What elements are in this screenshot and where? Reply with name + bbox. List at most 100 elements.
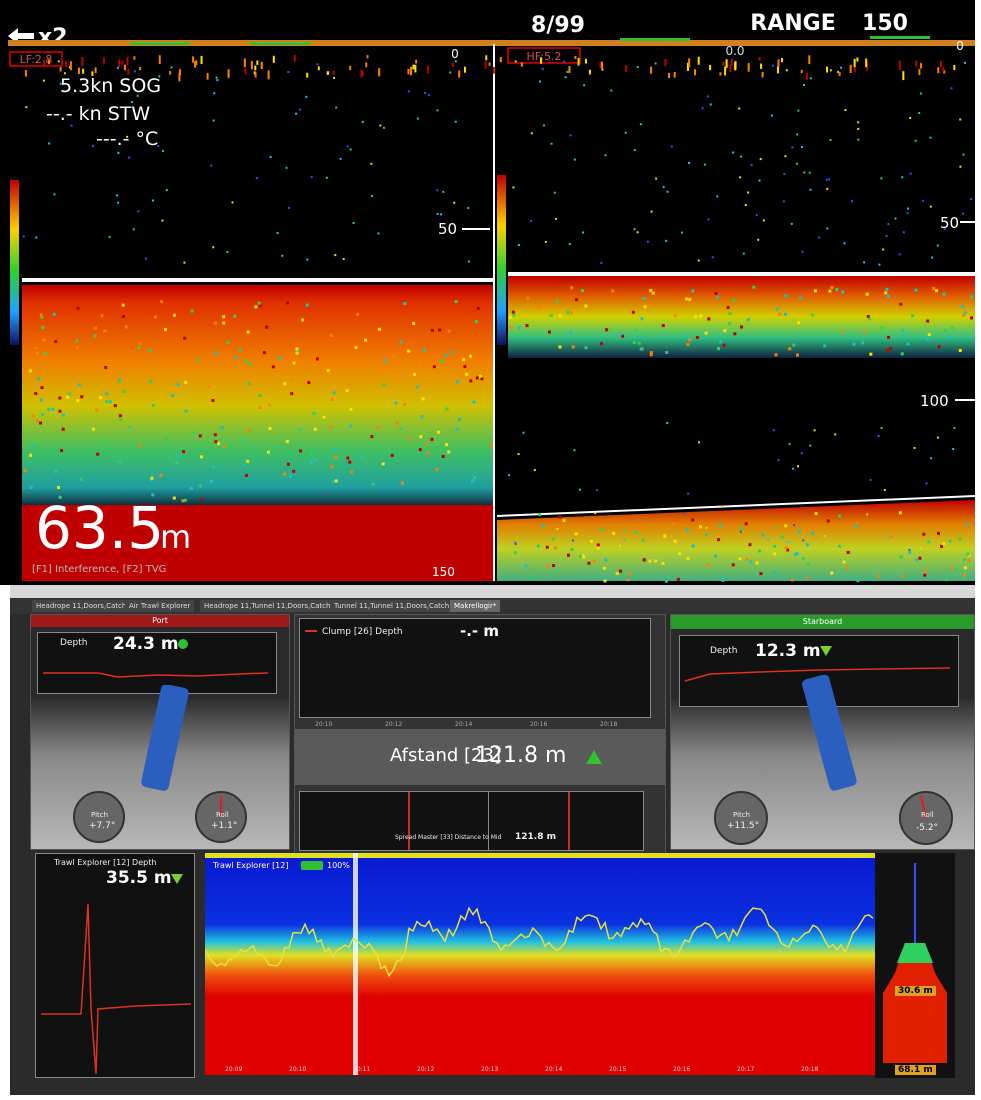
echo-speckle [572, 345, 575, 348]
surface-echo [865, 59, 867, 68]
echo-speckle [372, 483, 375, 486]
echo-speckle [719, 340, 722, 343]
surface-echo [25, 70, 27, 77]
trawl-door-model [121, 685, 211, 795]
echo-speckle [78, 383, 81, 386]
echo-speckle [289, 475, 292, 478]
surface-echo [826, 67, 828, 73]
echo-speckle [930, 457, 932, 459]
echo-speckle [268, 403, 271, 406]
echo-speckle [723, 344, 726, 347]
tab[interactable]: Makrellogir* [450, 600, 500, 612]
echo-speckle [287, 71, 289, 73]
surface-echo [65, 61, 67, 67]
echo-speckle [575, 532, 578, 535]
time-label: 20:17 [737, 1066, 754, 1073]
echo-speckle [915, 140, 917, 142]
echo-speckle [845, 566, 848, 569]
echo-speckle [785, 547, 788, 550]
echo-speckle [114, 404, 117, 407]
surface-echo [244, 58, 246, 67]
echo-speckle [70, 125, 72, 127]
echo-layer [508, 276, 975, 358]
echo-speckle [925, 482, 927, 484]
echo-speckle [290, 392, 293, 395]
echo-speckle [666, 422, 668, 424]
echo-speckle [579, 489, 581, 491]
echo-speckle [207, 385, 210, 388]
echo-speckle [784, 313, 787, 316]
tab[interactable]: Headrope 11,Tunnel 11,Doors,Catch [200, 600, 334, 612]
echo-speckle [878, 264, 880, 266]
time-label: 20:09 [225, 1066, 242, 1073]
echo-speckle [652, 292, 655, 295]
pitch-value: +11.5° [727, 821, 759, 831]
echo-speckle [814, 289, 817, 292]
echo-speckle [191, 309, 194, 312]
surface-echo [777, 66, 779, 73]
trawl-door [801, 675, 858, 792]
depth-readout: 63.5 [35, 494, 164, 562]
echo-speckle [105, 400, 108, 403]
echo-speckle [696, 336, 699, 339]
echo-speckle [214, 440, 217, 443]
echo-speckle [525, 324, 528, 327]
echo-speckle [950, 87, 952, 89]
echo-speckle [962, 213, 964, 215]
echo-speckle [811, 314, 814, 317]
echo-speckle [774, 353, 777, 356]
echo-speckle [419, 448, 422, 451]
echo-speckle [760, 158, 762, 160]
port-panel: Port Depth 24.3 m Pitch +7.7° Roll +1.1° [30, 614, 290, 850]
echo-speckle [717, 538, 720, 541]
echo-speckle [887, 295, 890, 298]
echo-speckle [714, 292, 717, 295]
range-value: 150 [862, 11, 908, 36]
echo-speckle [554, 546, 557, 549]
surface-echo [60, 67, 62, 71]
tab[interactable]: Headrope 11,Doors,Catch [32, 600, 130, 612]
echo-speckle [584, 305, 587, 308]
echo-speckle [283, 382, 286, 385]
echo-speckle [964, 311, 967, 314]
tab[interactable]: Air Trawl Explorer [125, 600, 194, 612]
echogram-background [205, 853, 875, 1075]
echo-speckle [379, 124, 381, 126]
echo-speckle [781, 536, 784, 539]
echo-speckle [468, 261, 470, 263]
surface-echo [410, 67, 412, 76]
surface-echo [318, 66, 320, 70]
surface-echo [668, 73, 670, 78]
echo-speckle [465, 373, 468, 376]
echo-speckle [828, 178, 830, 180]
echo-speckle [745, 204, 747, 206]
echo-speckle [654, 560, 657, 563]
echo-speckle [270, 156, 272, 158]
starboard-panel: Starboard Depth 12.3 m Pitch +11.5° Roll… [670, 614, 975, 850]
surface-echo [493, 67, 495, 74]
tab[interactable]: Tunnel 11,Tunnel 11,Doors,Catch [330, 600, 453, 612]
echo-speckle [350, 148, 352, 150]
echo-speckle [44, 352, 47, 355]
echo-speckle [927, 540, 930, 543]
echo-speckle [447, 450, 450, 453]
echo-speckle [161, 220, 163, 222]
echo-speckle [48, 143, 50, 145]
echo-speckle [442, 455, 445, 458]
echo-speckle [360, 455, 363, 458]
echo-speckle [349, 424, 352, 427]
echo-speckle [901, 352, 904, 355]
trend-down [171, 874, 183, 884]
echo-speckle [76, 346, 79, 349]
echo-speckle [674, 540, 677, 543]
echo-speckle [42, 338, 45, 341]
echo-speckle [134, 70, 136, 72]
echo-speckle [661, 562, 664, 565]
echo-speckle [286, 440, 289, 443]
surface-echo [940, 61, 942, 67]
echo-speckle [199, 434, 202, 437]
echo-speckle [931, 257, 933, 259]
echo-speckle [777, 526, 779, 528]
echo-speckle [944, 329, 947, 332]
clump-chart: Clump [26] Depth -.- m [299, 618, 651, 718]
